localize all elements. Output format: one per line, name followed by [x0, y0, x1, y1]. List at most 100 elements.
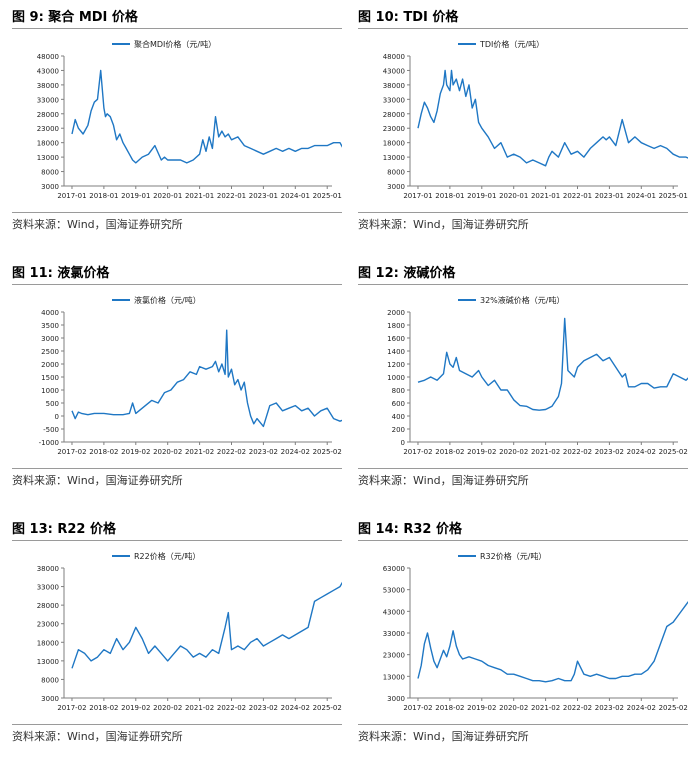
y-tick-label: 18000: [383, 140, 405, 148]
x-tick-label: 2022-01: [563, 192, 592, 200]
source-divider: [12, 468, 342, 469]
line-chart: 聚合MDI价格（元/吨） 3000 8000 13000 18000 23000 28000…: [37, 39, 342, 200]
y-tick-label: 0: [55, 413, 59, 421]
y-tick-label: 18000: [37, 639, 59, 647]
x-tick-label: 2021-02: [531, 704, 560, 712]
series-line: [417, 317, 688, 411]
title-divider: [12, 28, 342, 29]
x-tick-label: 2024-02: [281, 448, 310, 456]
source-note: 资料来源：Wind，国海证券研究所: [358, 474, 529, 487]
line-chart: 32%液碱价格（元/吨） 0 200 400 600 800 1000 1200 1400 160…: [387, 295, 688, 456]
y-tick-label: 800: [392, 387, 405, 395]
line-chart: TDI价格（元/吨） 3000 8000 13000 18000 23000 28000 33…: [383, 39, 688, 200]
y-tick-label: 33000: [383, 630, 405, 638]
y-tick-label: 23000: [37, 125, 59, 133]
y-tick-label: 43000: [383, 67, 405, 75]
y-tick-label: 600: [392, 400, 405, 408]
y-tick-label: 48000: [383, 53, 405, 61]
y-tick-label: 1000: [387, 374, 405, 382]
y-tick-label: 2000: [41, 361, 59, 369]
y-tick-label: 1600: [387, 335, 405, 343]
x-tick-label: 2023-02: [595, 704, 624, 712]
x-tick-label: 2024-02: [281, 704, 310, 712]
y-tick-label: 8000: [41, 676, 59, 684]
y-tick-label: -1000: [39, 439, 59, 447]
panel-caustic-soda: 图 12: 液碱价格 32%液碱价格（元/吨） 0 200 400 600 800 1000…: [358, 262, 688, 502]
y-tick-label: 0: [401, 439, 405, 447]
legend-label: 32%液碱价格（元/吨）: [480, 295, 564, 305]
panel-liquid-chlorine: 图 11: 液氯价格 液氯价格（元/吨） -1000 -500 0 500 1000 150…: [12, 262, 342, 502]
panel-tdi: 图 10: TDI 价格 TDI价格（元/吨） 3000 8000 13000 1800…: [358, 6, 688, 246]
y-tick-label: 13000: [383, 154, 405, 162]
y-tick-label: 1400: [387, 348, 405, 356]
y-tick-label: 38000: [383, 82, 405, 90]
y-tick-label: 13000: [37, 658, 59, 666]
x-tick-label: 2023-01: [249, 192, 278, 200]
x-tick-label: 2022-02: [563, 448, 592, 456]
y-tick-label: 3000: [387, 183, 405, 191]
x-tick-label: 2021-01: [185, 192, 214, 200]
legend-label: R32价格（元/吨）: [480, 551, 546, 561]
x-tick-label: 2018-02: [435, 448, 464, 456]
series-line: [71, 329, 342, 428]
x-tick-label: 2025-02: [659, 704, 688, 712]
y-tick-label: 4000: [41, 309, 59, 317]
x-tick-label: 2019-01: [467, 192, 496, 200]
y-tick-label: 43000: [37, 67, 59, 75]
y-tick-label: 3000: [387, 695, 405, 703]
x-tick-label: 2021-02: [185, 448, 214, 456]
legend-label: 聚合MDI价格（元/吨）: [134, 39, 216, 49]
y-tick-label: 13000: [37, 154, 59, 162]
y-tick-label: 28000: [37, 111, 59, 119]
y-tick-label: 23000: [383, 125, 405, 133]
y-tick-label: 1800: [387, 322, 405, 330]
x-tick-label: 2018-01: [435, 192, 464, 200]
y-tick-label: 23000: [37, 621, 59, 629]
x-tick-label: 2020-01: [153, 192, 182, 200]
panel-r32: 图 14: R32 价格 R32价格（元/吨） 3000 13000 23000 330…: [358, 518, 688, 758]
chart-title: 图 14: R32 价格: [358, 522, 462, 537]
x-tick-label: 2021-02: [531, 448, 560, 456]
x-tick-label: 2018-02: [89, 448, 118, 456]
source-divider: [358, 724, 688, 725]
legend-label: R22价格（元/吨）: [134, 551, 200, 561]
y-tick-label: -500: [43, 426, 59, 434]
source-note: 资料来源：Wind，国海证券研究所: [12, 730, 183, 743]
chart-title: 图 12: 液碱价格: [358, 266, 456, 281]
x-tick-label: 2019-02: [121, 704, 150, 712]
x-tick-label: 2019-02: [121, 448, 150, 456]
x-tick-label: 2020-01: [499, 192, 528, 200]
x-tick-label: 2025-02: [313, 448, 342, 456]
title-divider: [358, 28, 688, 29]
x-tick-label: 2025-02: [313, 704, 342, 712]
y-tick-label: 63000: [383, 565, 405, 573]
x-tick-label: 2023-02: [249, 448, 278, 456]
y-tick-label: 2500: [41, 348, 59, 356]
series-line: [71, 581, 342, 669]
title-divider: [358, 284, 688, 285]
x-tick-label: 2021-01: [531, 192, 560, 200]
x-tick-label: 2019-02: [467, 704, 496, 712]
x-tick-label: 2023-02: [249, 704, 278, 712]
line-chart: R22价格（元/吨） 3000 8000 13000 18000 23000 28000 33…: [37, 551, 342, 712]
x-tick-label: 2024-01: [281, 192, 310, 200]
x-tick-label: 2017-02: [57, 704, 86, 712]
source-note: 资料来源：Wind，国海证券研究所: [358, 730, 529, 743]
source-divider: [12, 724, 342, 725]
y-tick-label: 1500: [41, 374, 59, 382]
title-divider: [358, 540, 688, 541]
source-divider: [358, 212, 688, 213]
y-tick-label: 33000: [37, 584, 59, 592]
series-line: [71, 69, 342, 164]
y-tick-label: 28000: [37, 602, 59, 610]
y-tick-label: 18000: [37, 140, 59, 148]
y-tick-label: 48000: [37, 53, 59, 61]
y-tick-label: 8000: [41, 169, 59, 177]
legend-label: TDI价格（元/吨）: [479, 39, 544, 49]
x-tick-label: 2022-02: [563, 704, 592, 712]
x-tick-label: 2020-02: [499, 448, 528, 456]
y-tick-label: 3000: [41, 335, 59, 343]
x-tick-label: 2021-02: [185, 704, 214, 712]
source-note: 资料来源：Wind，国海证券研究所: [12, 218, 183, 231]
x-tick-label: 2025-01: [659, 192, 688, 200]
